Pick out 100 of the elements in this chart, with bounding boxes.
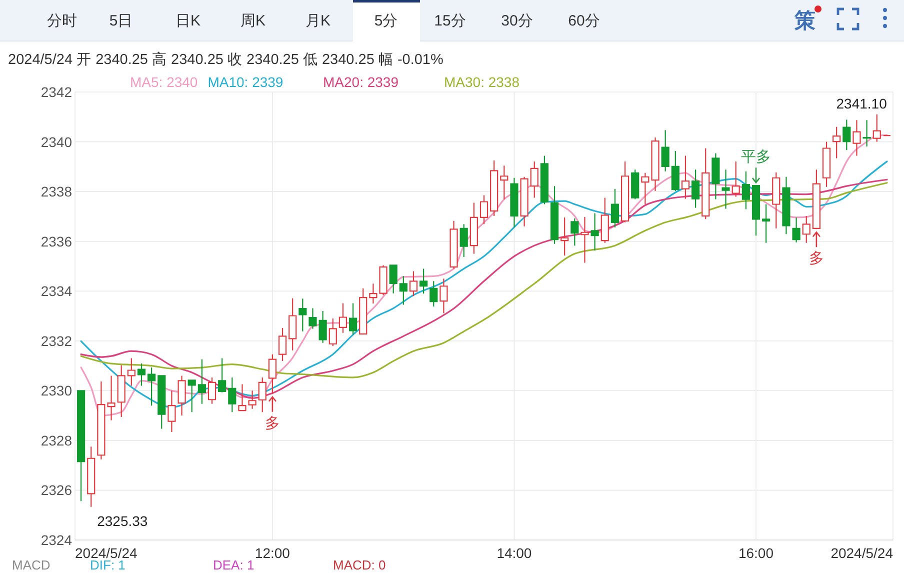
candlestick [97, 380, 106, 460]
y-tick-label: 2336 [40, 233, 72, 250]
candlestick [732, 160, 740, 198]
candlestick [87, 446, 96, 508]
candlestick [782, 176, 790, 235]
candlestick [681, 155, 690, 200]
candlestick [117, 364, 126, 418]
candlestick [450, 220, 458, 270]
text: 策 [794, 10, 816, 32]
text: 60分 [568, 12, 600, 30]
candlestick [359, 288, 368, 336]
candlestick [742, 170, 750, 210]
candlestick [76, 390, 86, 502]
y-tick-label: 2342 [40, 84, 72, 100]
candlestick [712, 152, 720, 200]
candlestick [430, 280, 438, 308]
candlestick [872, 114, 881, 142]
y-tick-label: 2324 [40, 532, 72, 548]
candlestick [722, 169, 730, 210]
text: 分时 [47, 12, 77, 30]
candlestick [137, 362, 146, 386]
candlestick [641, 172, 650, 205]
y-tick-label: 2330 [40, 382, 72, 399]
x-tick-label: 16:00 [738, 545, 774, 561]
text: 月K [305, 12, 331, 30]
candlestick [610, 188, 620, 228]
candlestick [278, 327, 287, 362]
candlestick [338, 302, 348, 334]
candlestick [762, 204, 770, 244]
text: 周K [240, 12, 266, 30]
candlestick [389, 264, 398, 294]
candlestick [409, 270, 418, 297]
candlestick [540, 155, 548, 205]
candlestick [399, 276, 408, 306]
y-tick-label: 2338 [40, 184, 72, 200]
candlestick [802, 215, 810, 244]
candlestick [550, 186, 559, 244]
text: MA30: 2338 [444, 74, 520, 90]
candlestick [600, 197, 609, 244]
candlestick [862, 120, 871, 148]
candlestick [440, 278, 448, 314]
candlestick [832, 126, 841, 159]
text: MA10: 2339 [208, 74, 284, 90]
candlestick [590, 212, 599, 252]
y-tick-label: 2334 [40, 283, 72, 300]
candlestick [208, 376, 216, 404]
candlestick [822, 141, 831, 188]
candlestick [500, 165, 508, 200]
candlestick [258, 376, 266, 413]
candlestick [188, 380, 196, 413]
candlestick [570, 218, 579, 246]
candlestick [107, 375, 116, 421]
candlestick [671, 150, 680, 192]
candlestick [772, 172, 780, 229]
candlestick [288, 298, 297, 351]
candlestick [852, 120, 861, 156]
candlestick [369, 283, 378, 304]
text: MA20: 2339 [323, 74, 399, 90]
candlestick [228, 376, 236, 413]
candlestick [651, 136, 660, 192]
x-tick-label: 14:00 [496, 545, 532, 561]
candlestick [127, 358, 136, 386]
y-tick-label: 2332 [40, 332, 72, 349]
candlestick [480, 194, 488, 225]
candlestick [168, 390, 176, 433]
text: MA5: 2340 [130, 74, 198, 90]
annotation: 2325.33 [97, 512, 148, 529]
candlestick [470, 202, 478, 254]
candlestick [379, 264, 388, 296]
text: 5分 [374, 12, 398, 30]
candlestick [580, 216, 589, 264]
text: 2024/5/24 [830, 545, 894, 561]
candlestick [420, 268, 428, 294]
text: 5日 [109, 12, 133, 30]
candlestick [530, 160, 538, 198]
candlestick [560, 216, 569, 256]
text: 15分 [434, 12, 466, 30]
candlestick [308, 308, 317, 330]
candlestick [158, 375, 166, 430]
candlestick [238, 384, 246, 412]
y-tick-label: 2328 [40, 432, 72, 448]
x-tick-label: 12:00 [254, 545, 290, 561]
candlestick [631, 169, 640, 200]
candlestick [328, 318, 337, 347]
candlestick [198, 358, 206, 404]
annotation: 多 [808, 250, 824, 268]
candlestick [692, 169, 700, 208]
text: 30分 [501, 12, 533, 30]
candlestick [812, 169, 820, 230]
candlestick [178, 375, 186, 416]
candlestick [268, 354, 276, 394]
text: MACD: 0 [333, 558, 386, 572]
candlestick [510, 177, 518, 228]
text: 日K [175, 12, 201, 30]
candlestick [842, 119, 851, 151]
candlestick [620, 160, 630, 223]
candlestick [661, 130, 670, 172]
y-tick-label: 2340 [40, 134, 72, 150]
annotation: 平多 [740, 148, 771, 166]
candlestick [520, 176, 528, 227]
